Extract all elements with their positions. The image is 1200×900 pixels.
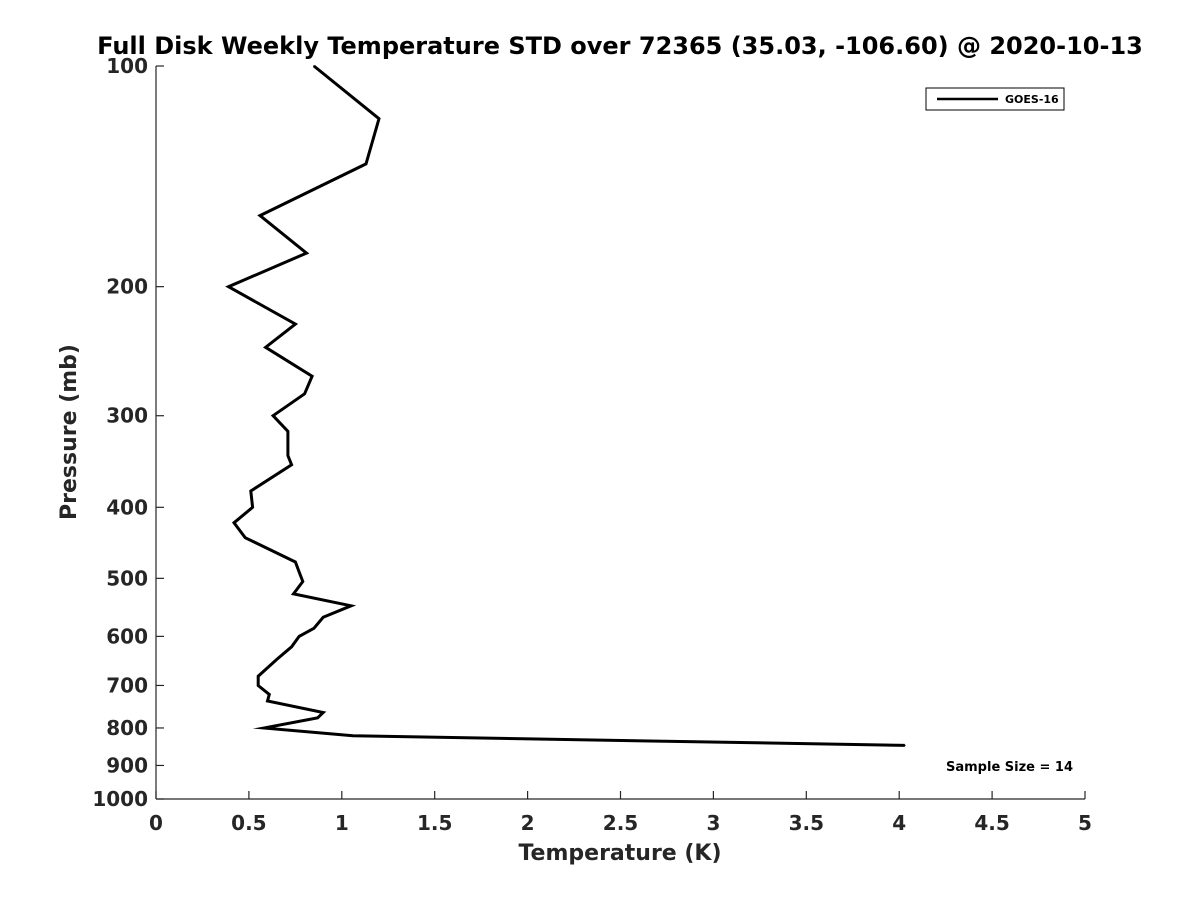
series-layer: [225, 64, 906, 747]
data-point: [350, 605, 352, 607]
data-point: [268, 693, 271, 696]
y-tick-label: 600: [106, 624, 148, 648]
data-point: [322, 711, 325, 714]
data-point: [287, 430, 289, 433]
x-tick-label: 3: [706, 811, 720, 835]
data-point: [316, 717, 319, 719]
data-point: [311, 375, 313, 378]
data-point: [298, 635, 300, 638]
data-point: [313, 65, 315, 67]
data-point: [264, 346, 267, 349]
y-tick-label: 300: [106, 404, 148, 428]
data-point: [257, 684, 260, 687]
data-point: [227, 285, 230, 288]
x-tick-label: 1.5: [417, 811, 452, 835]
plot-area: 0 0.5 1 1.5 2 2.5 3 3.5 4 4.5 5 100 200 300 400 500 600…: [92, 54, 1092, 835]
y-ticks: 100 200 300 400 500 600 700 800 900 1000: [92, 54, 164, 811]
y-tick-label: 1000: [92, 787, 148, 811]
data-point: [276, 658, 278, 661]
x-ticks: 0 0.5 1 1.5 2 2.5 3 3.5 4 4.5 5: [149, 791, 1092, 835]
data-point: [287, 454, 289, 457]
y-axis-label: Pressure (mb): [57, 344, 82, 520]
x-axis-label: Temperature (K): [518, 841, 721, 866]
y-tick-label: 400: [106, 495, 148, 519]
data-point: [233, 522, 235, 524]
y-tick-label: 900: [106, 753, 148, 777]
x-tick-label: 2.5: [603, 811, 638, 835]
data-point: [251, 506, 254, 509]
x-tick-label: 4: [892, 811, 906, 835]
x-tick-label: 2: [521, 811, 535, 835]
x-tick-label: 3.5: [789, 811, 824, 835]
data-point: [322, 616, 325, 619]
sample-size-annotation: Sample Size = 14: [946, 760, 1073, 775]
data-point: [257, 675, 260, 677]
x-tick-label: 1: [335, 811, 349, 835]
legend-label-goes-16: GOES-16: [1005, 93, 1059, 106]
y-tick-label: 700: [106, 673, 148, 697]
y-tick-label: 500: [106, 566, 148, 590]
data-point: [244, 536, 246, 539]
data-point: [263, 727, 265, 729]
data-point: [259, 214, 261, 217]
data-point: [292, 593, 295, 595]
data-point: [352, 735, 354, 737]
y-tick-label: 800: [106, 716, 148, 740]
data-point: [305, 252, 308, 254]
data-point: [250, 490, 252, 492]
data-point: [313, 627, 315, 630]
y-tick-label: 100: [106, 54, 148, 78]
data-point: [272, 414, 274, 417]
data-point: [290, 646, 293, 648]
data-point: [365, 163, 367, 165]
data-point: [904, 744, 906, 747]
x-tick-label: 0.5: [231, 811, 266, 835]
data-point: [298, 571, 300, 573]
data-point: [303, 393, 306, 395]
chart-title: Full Disk Weekly Temperature STD over 72…: [97, 32, 1143, 60]
data-point: [378, 117, 380, 120]
y-tick-label: 200: [106, 275, 148, 299]
x-tick-label: 4.5: [974, 811, 1009, 835]
data-point: [302, 580, 304, 583]
data-point: [266, 700, 269, 702]
x-tick-label: 0: [149, 811, 163, 835]
data-point: [290, 464, 293, 466]
data-point: [294, 561, 297, 563]
legend: GOES-16: [925, 87, 1065, 111]
data-point: [294, 323, 297, 325]
x-tick-label: 5: [1078, 811, 1092, 835]
